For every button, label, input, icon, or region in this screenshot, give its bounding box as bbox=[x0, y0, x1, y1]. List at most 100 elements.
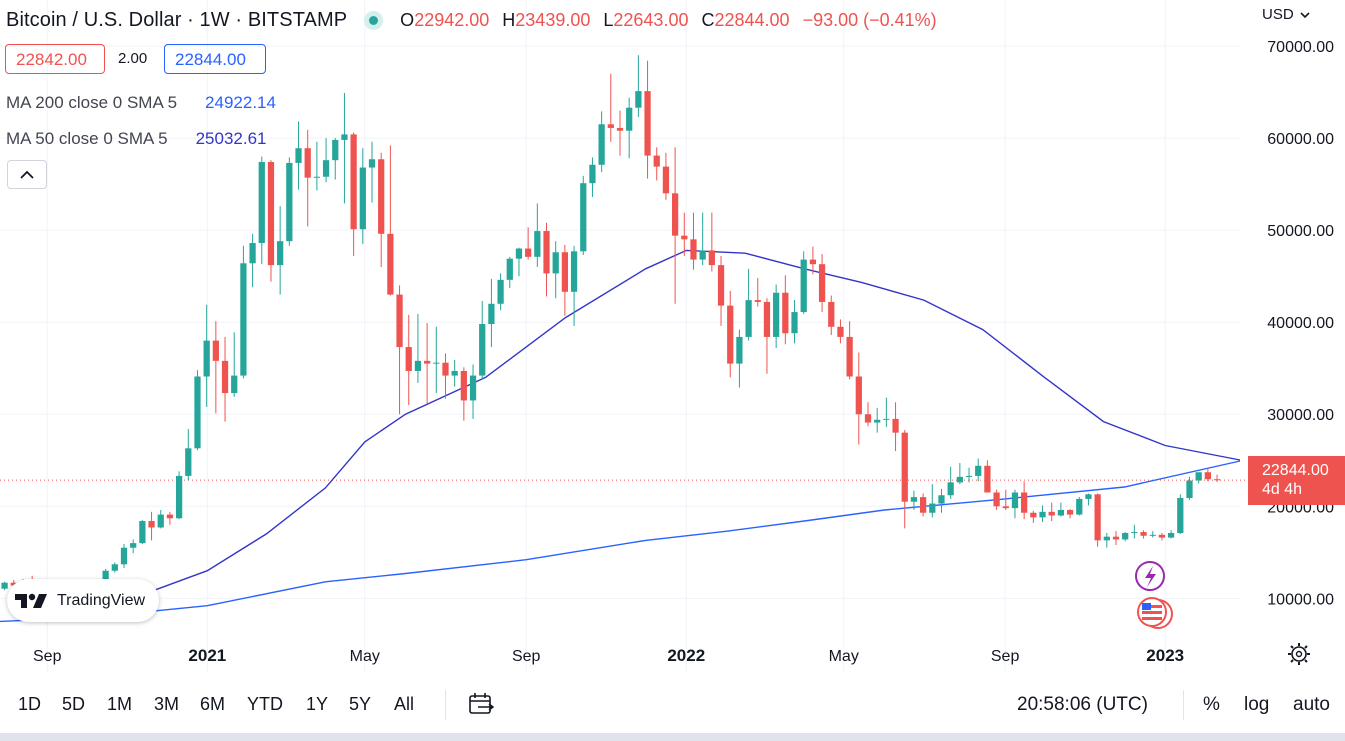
candle bbox=[809, 246, 817, 275]
candle-body bbox=[175, 475, 183, 519]
last-price-value: 22844.00 bbox=[1262, 462, 1329, 479]
candle-body bbox=[975, 465, 982, 476]
candle-body bbox=[249, 243, 256, 264]
candle bbox=[773, 284, 780, 348]
symbol-title[interactable]: Bitcoin / U.S. Dollar · 1W · BITSTAMP bbox=[6, 8, 348, 31]
close-value: 22844.00 bbox=[714, 9, 790, 30]
candle-body bbox=[635, 91, 642, 108]
indicator-ma50[interactable]: MA 50 close 0 SMA 5 25032.61 bbox=[6, 129, 267, 149]
candle bbox=[644, 60, 651, 179]
candle bbox=[203, 304, 210, 407]
candle bbox=[846, 321, 853, 380]
candle bbox=[552, 241, 559, 299]
lightning-event-icon[interactable] bbox=[1135, 561, 1165, 591]
goto-date-icon[interactable] bbox=[467, 692, 495, 718]
range-5y-button[interactable]: 5Y bbox=[349, 694, 372, 714]
price-tick-label: 50000.00 bbox=[1267, 223, 1334, 240]
tradingview-logo-text: TradingView bbox=[57, 591, 146, 609]
candle bbox=[626, 97, 633, 159]
candle bbox=[543, 222, 550, 297]
candle bbox=[185, 428, 192, 481]
chevron-up-icon bbox=[20, 170, 34, 179]
chevron-down-icon bbox=[1300, 12, 1310, 19]
price-tick-label: 10000.00 bbox=[1267, 591, 1334, 608]
market-status-dot[interactable] bbox=[369, 15, 379, 25]
range-all-button[interactable]: All bbox=[394, 694, 415, 714]
time-axis[interactable]: Sep 2021 May Sep 2022 May Sep 2023 bbox=[33, 646, 1184, 665]
candle-body bbox=[350, 134, 357, 230]
range-1y-button[interactable]: 1Y bbox=[306, 694, 329, 714]
collapse-legend-button[interactable] bbox=[7, 160, 47, 189]
range-6m-button[interactable]: 6M bbox=[200, 694, 226, 714]
indicator-ma200[interactable]: MA 200 close 0 SMA 5 24922.14 bbox=[6, 93, 276, 113]
event-icons[interactable] bbox=[1135, 561, 1173, 629]
percent-scale-toggle[interactable]: % bbox=[1203, 694, 1220, 715]
time-tick-label: 2023 bbox=[1146, 646, 1184, 665]
range-ytd-button[interactable]: YTD bbox=[247, 694, 283, 714]
candle bbox=[433, 326, 440, 394]
candle bbox=[442, 353, 449, 399]
candle bbox=[791, 300, 798, 344]
candle bbox=[800, 251, 807, 314]
range-5d-button[interactable]: 5D bbox=[62, 694, 86, 714]
candle-body bbox=[525, 248, 532, 257]
candle bbox=[130, 539, 137, 554]
currency-selector[interactable]: USD bbox=[1262, 6, 1310, 23]
candle bbox=[671, 147, 679, 304]
candle bbox=[1140, 530, 1147, 539]
price-tick-label: 70000.00 bbox=[1267, 39, 1334, 56]
candle-body bbox=[1158, 534, 1166, 538]
candle bbox=[249, 233, 256, 288]
candle bbox=[708, 212, 715, 272]
candle-body bbox=[414, 360, 422, 371]
candle-body bbox=[754, 300, 761, 302]
settings-gear-icon[interactable] bbox=[1288, 643, 1310, 665]
range-3m-button[interactable]: 3M bbox=[154, 694, 180, 714]
us-flag-event-icon[interactable] bbox=[1137, 597, 1173, 629]
candle-body bbox=[690, 239, 697, 260]
low-label: L bbox=[603, 9, 614, 30]
candle bbox=[515, 247, 523, 277]
candle-body bbox=[267, 162, 275, 266]
buy-price-button[interactable]: 22844.00 bbox=[164, 44, 266, 74]
candle bbox=[1094, 493, 1101, 547]
candle bbox=[1039, 505, 1046, 522]
candle bbox=[157, 509, 164, 529]
candle bbox=[212, 321, 219, 414]
candle-body bbox=[809, 259, 817, 265]
candle bbox=[635, 55, 642, 117]
candle-body bbox=[708, 250, 715, 266]
candle bbox=[828, 295, 835, 336]
candle-body bbox=[837, 326, 844, 337]
range-1d-button[interactable]: 1D bbox=[18, 694, 42, 714]
log-scale-toggle[interactable]: log bbox=[1244, 694, 1270, 715]
candle-body bbox=[534, 231, 541, 257]
candle bbox=[1011, 489, 1019, 519]
candle-body bbox=[1066, 509, 1074, 515]
candle bbox=[423, 323, 431, 405]
auto-scale-toggle[interactable]: auto bbox=[1293, 694, 1330, 715]
candle bbox=[1122, 532, 1129, 542]
candle-body bbox=[451, 370, 458, 376]
time-tick-label: May bbox=[829, 648, 859, 665]
candle bbox=[341, 92, 348, 204]
candle bbox=[1186, 476, 1193, 500]
candle-body bbox=[203, 340, 210, 377]
high-value: 23439.00 bbox=[515, 9, 591, 30]
candle bbox=[717, 255, 725, 326]
range-1m-button[interactable]: 1M bbox=[107, 694, 133, 714]
candle bbox=[460, 367, 467, 421]
sell-price-button[interactable]: 22842.00 bbox=[5, 44, 105, 74]
candle-body bbox=[341, 134, 348, 140]
price-axis[interactable]: 10000.0020000.0030000.0040000.0050000.00… bbox=[1267, 39, 1334, 608]
candle-body bbox=[782, 292, 789, 334]
candle bbox=[111, 562, 118, 573]
price-tick-label: 40000.00 bbox=[1267, 315, 1334, 332]
candle bbox=[818, 254, 826, 313]
utc-clock[interactable]: 20:58:06 (UTC) bbox=[1017, 694, 1148, 715]
candle bbox=[1030, 510, 1037, 523]
tradingview-logo[interactable]: TradingView bbox=[7, 579, 159, 622]
candle bbox=[1131, 524, 1138, 539]
time-tick-label: Sep bbox=[512, 648, 541, 665]
candle bbox=[653, 147, 660, 181]
